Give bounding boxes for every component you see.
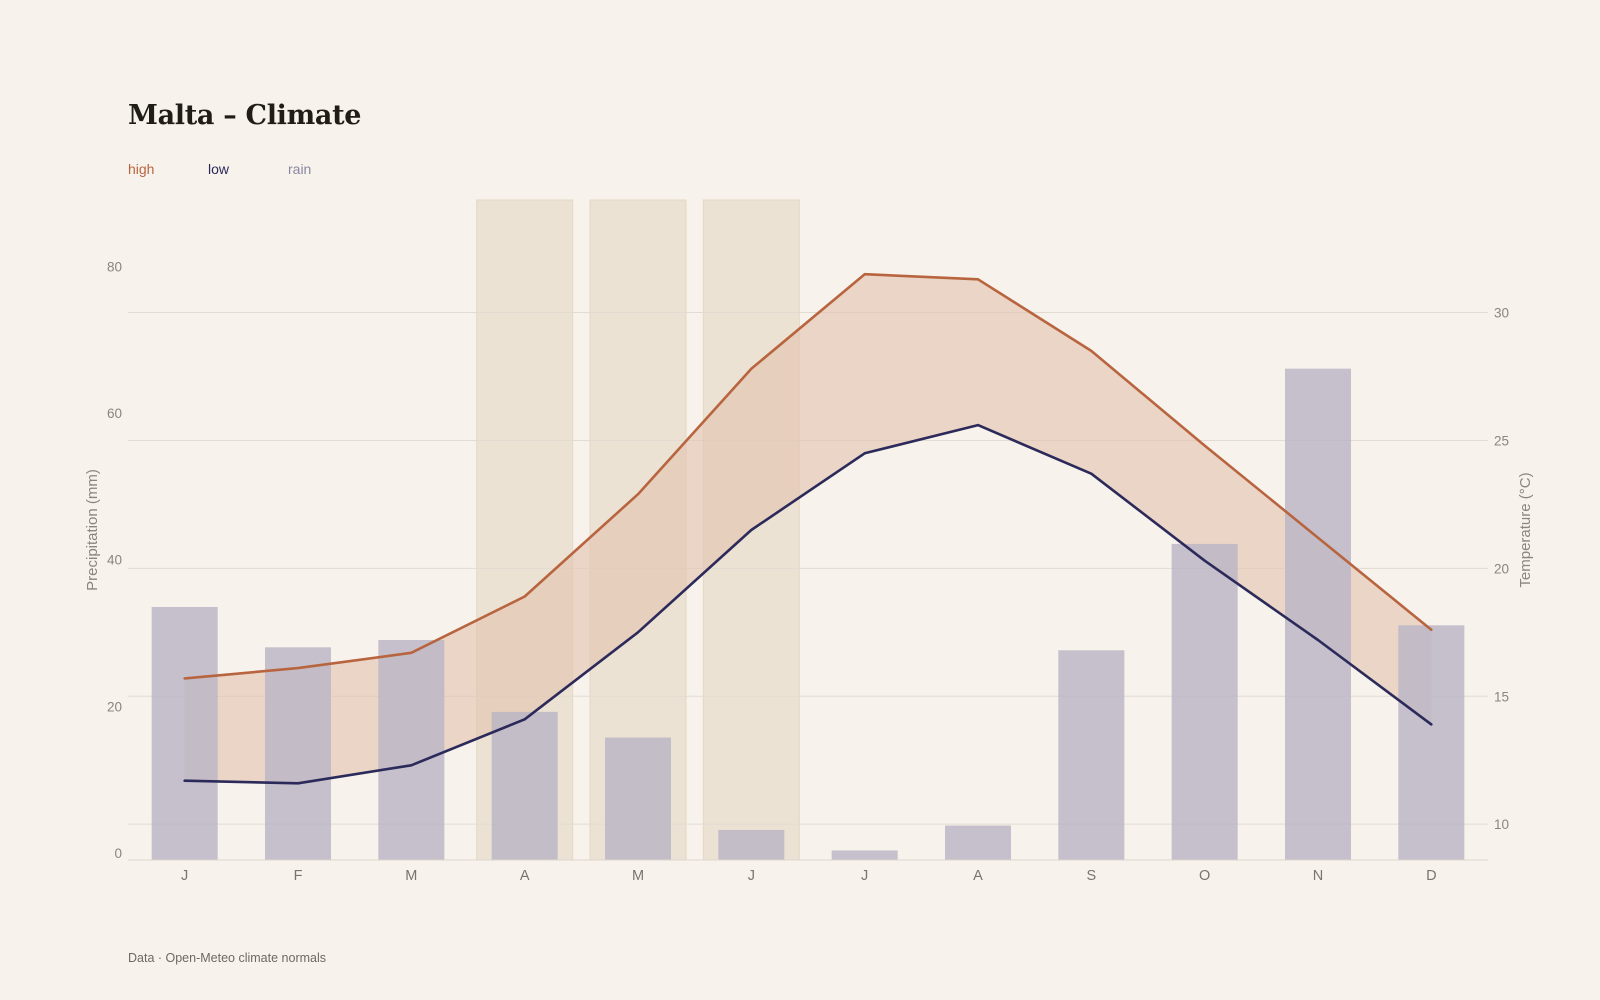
rain-bars-layer (151, 368, 1465, 860)
x-tick-label: O (1199, 868, 1210, 884)
x-tick-label: J (748, 868, 755, 884)
source-note: Data · Open-Meteo climate normals (128, 951, 326, 965)
right-tick-label: 30 (1494, 306, 1509, 321)
x-tick-label: M (632, 868, 644, 884)
x-tick-label: N (1313, 868, 1323, 884)
x-tick-label: A (520, 868, 530, 884)
temperature-band-layer (184, 274, 1432, 784)
legend-item-high: high (128, 161, 155, 177)
x-tick-label: A (973, 868, 983, 884)
rain-bar-2 (378, 640, 445, 860)
x-tick-label: D (1426, 868, 1436, 884)
rain-bar-11 (1398, 625, 1465, 860)
legend-item-rain: rain (288, 161, 312, 177)
temperature-range-band (184, 274, 1432, 784)
right-axis-label: Temperature (°C) (1517, 472, 1534, 587)
legend-item-low: low (208, 161, 230, 177)
low-temperature-line (183, 423, 1433, 785)
rain-bar-6 (831, 850, 898, 860)
axes-layer: 10 15 20 25 30 0 20 40 60 80 J F M A M J J A S O N D (107, 259, 1509, 884)
left-tick-label: 0 (114, 846, 122, 861)
rain-bar-7 (945, 825, 1011, 860)
right-tick-label: 25 (1494, 433, 1509, 448)
chart-title: Malta – Climate (128, 100, 362, 131)
rain-bar-9 (1171, 543, 1238, 860)
rain-bar-8 (1058, 650, 1125, 860)
rain-bar-10 (1285, 368, 1351, 860)
right-tick-label: 20 (1494, 561, 1509, 576)
high-temperature-line (183, 272, 1433, 680)
rain-bar-1 (265, 647, 331, 860)
left-tick-label: 20 (107, 699, 122, 714)
left-tick-label: 80 (107, 259, 122, 274)
rain-bar-4 (605, 737, 671, 860)
x-tick-label: S (1086, 868, 1096, 884)
left-axis-label: Precipitation (mm) (84, 469, 101, 591)
left-tick-label: 60 (107, 406, 122, 421)
x-tick-label: M (405, 868, 417, 884)
x-tick-label: J (181, 868, 188, 884)
rain-bar-5 (718, 829, 785, 860)
rain-bar-3 (491, 711, 558, 860)
right-tick-label: 15 (1494, 689, 1509, 704)
x-tick-label: F (294, 868, 303, 884)
right-tick-label: 10 (1494, 817, 1509, 832)
left-tick-label: 40 (107, 553, 122, 568)
rain-bar-0 (151, 607, 218, 860)
temperature-lines-layer (183, 272, 1433, 785)
x-tick-label: J (861, 868, 868, 884)
